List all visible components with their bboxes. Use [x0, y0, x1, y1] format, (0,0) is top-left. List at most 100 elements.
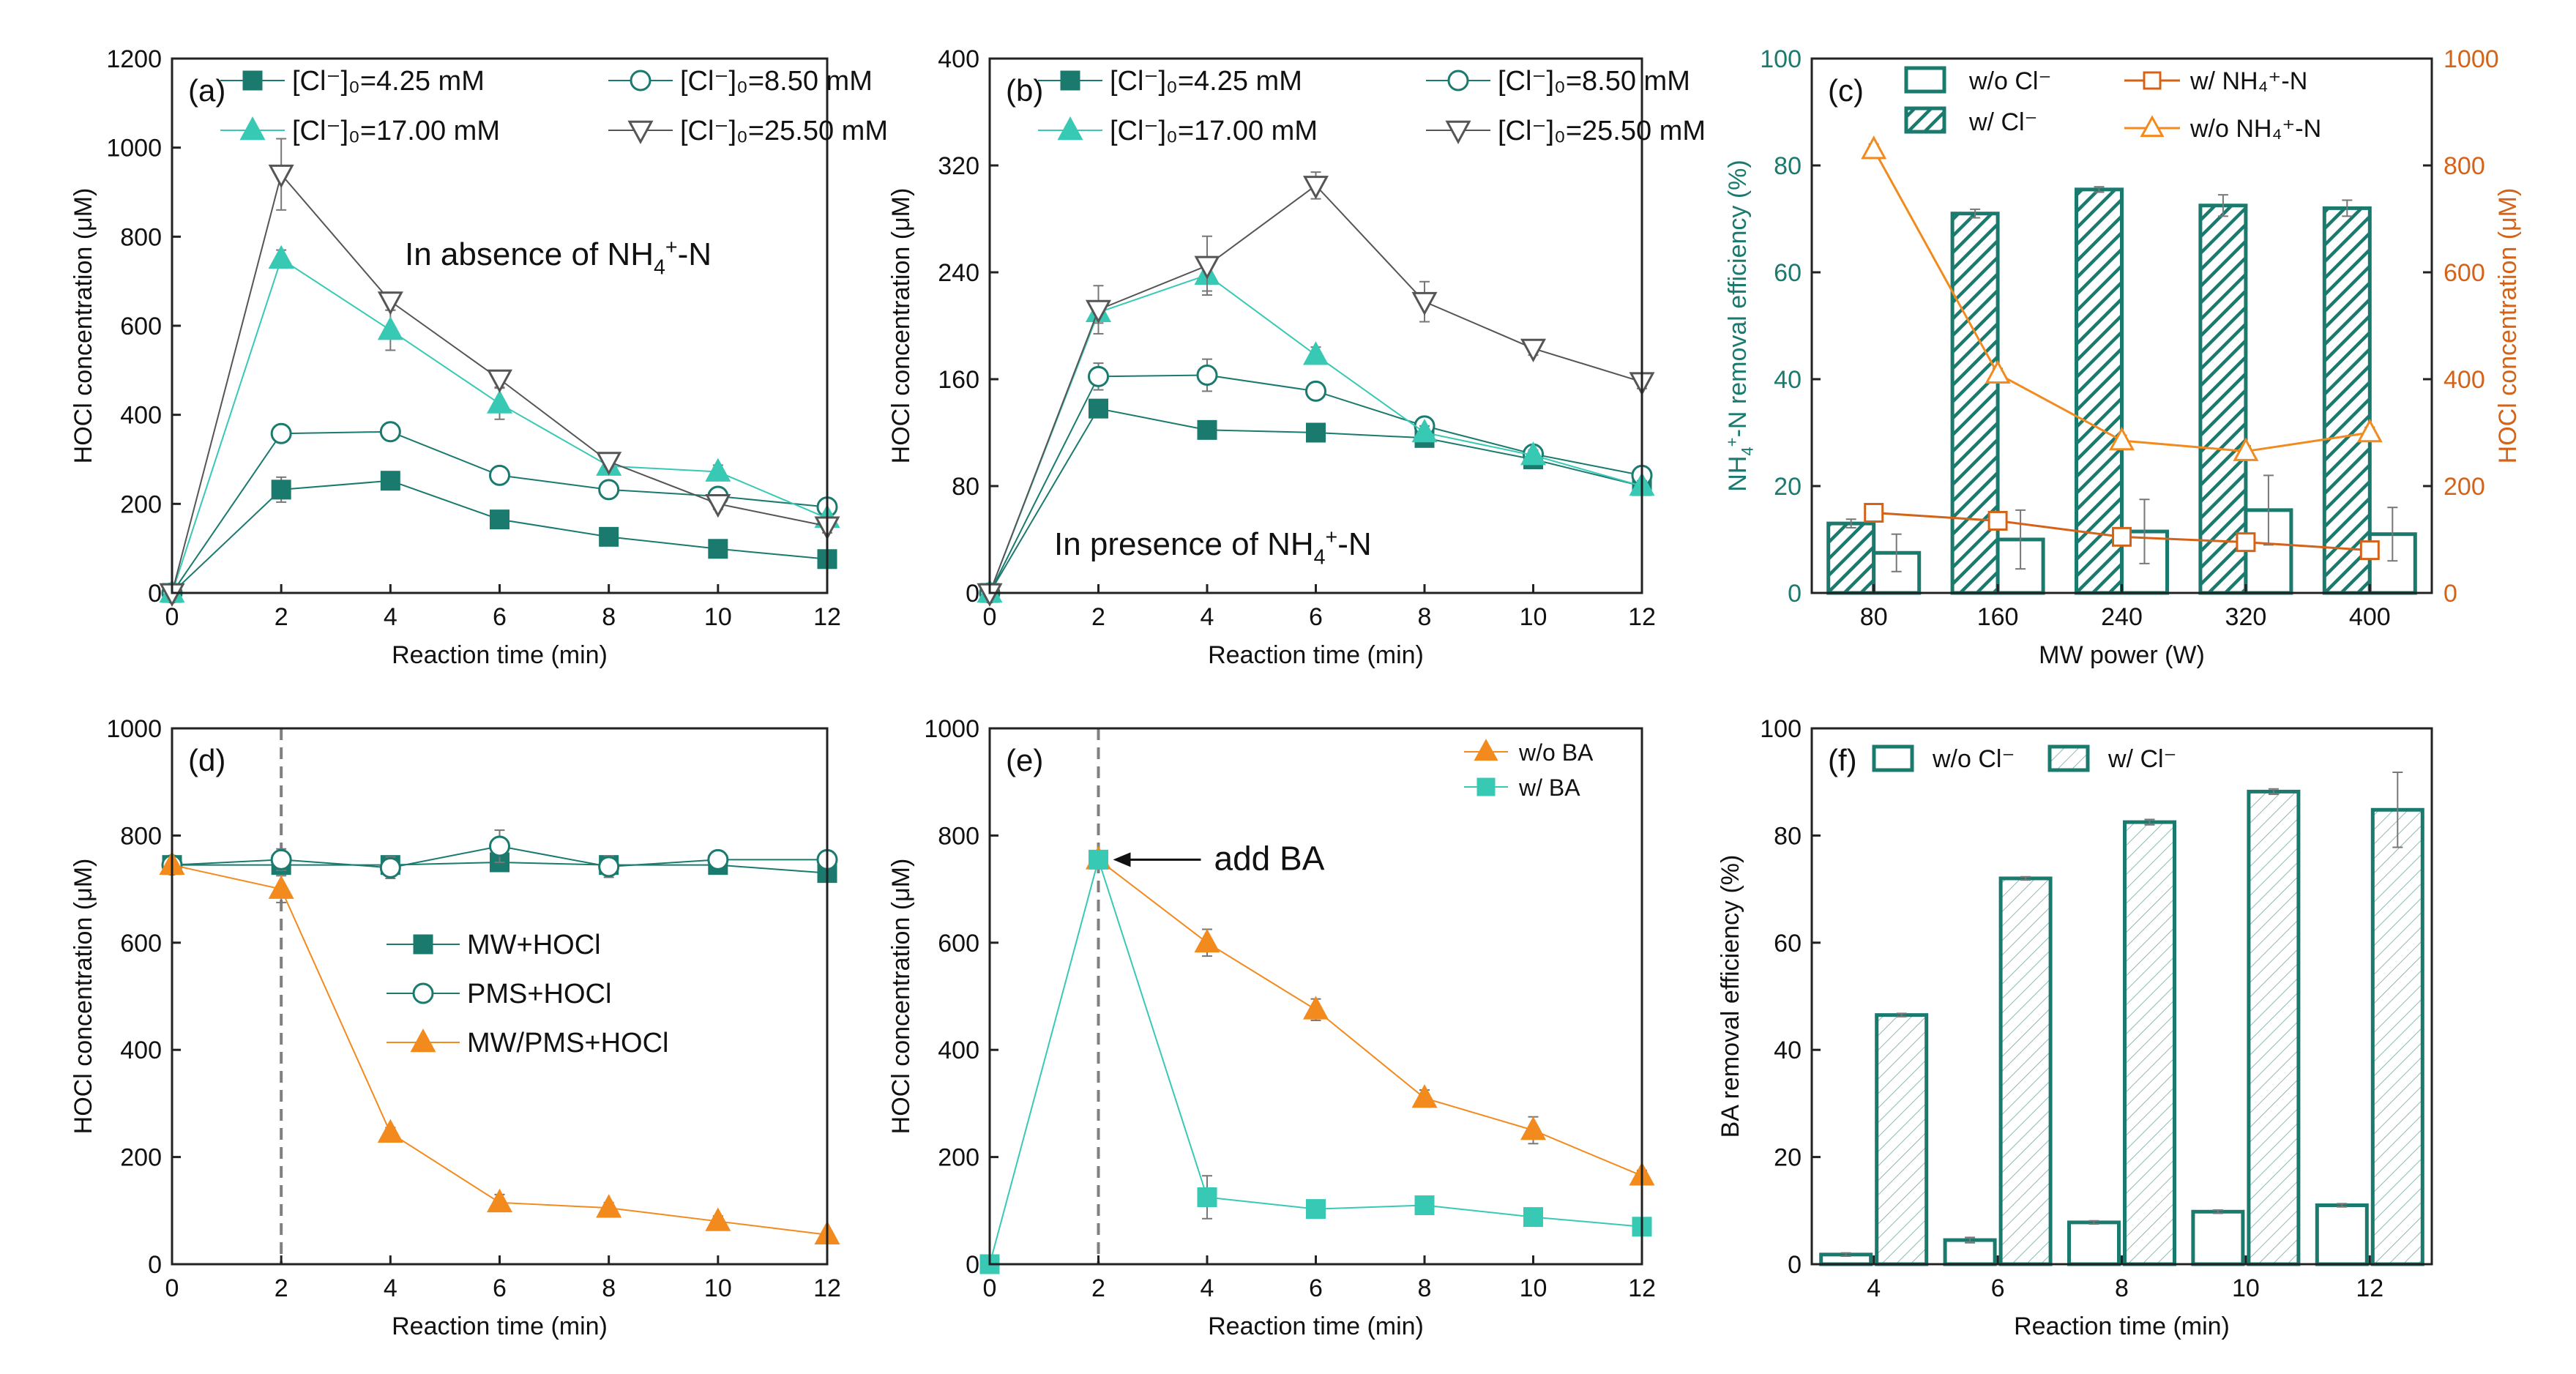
y-tick-label: 600 [938, 930, 979, 957]
panel-b: 0 2 4 6 8 10 12 0 80 160 240 320 400 Reaction time (m… [887, 45, 1706, 669]
data-point [1985, 359, 2011, 384]
data-point [489, 464, 510, 486]
y-axis-title-left-sup: + [1722, 437, 1741, 447]
y-axis-title-left-tail: -N removal efficiency (%) [1724, 160, 1752, 437]
data-point [1861, 135, 1887, 160]
series-1 [979, 849, 1652, 1274]
data-point [377, 316, 403, 340]
annotation-sub: 4 [654, 255, 665, 279]
series-line [171, 258, 828, 594]
y-tick-label: 40 [1774, 366, 1802, 394]
x-tick-label: 6 [493, 1274, 507, 1302]
y-axis-title: HOCl concentration (μM) [70, 188, 97, 464]
y-tick-label: 100 [1760, 715, 1802, 743]
data-point [705, 458, 731, 482]
y-axis-title-right: HOCl concentration (μM) [2494, 188, 2522, 464]
x-tick-label: 12 [813, 1274, 841, 1302]
data-point [1085, 299, 1112, 324]
x-tick-label: 0 [983, 603, 997, 631]
data-point [1523, 1207, 1543, 1228]
x-axis-title: Reaction time (min) [392, 641, 608, 669]
data-point [707, 848, 729, 870]
x-tick-label: 12 [813, 603, 841, 631]
y-tick-label: 0 [966, 1251, 979, 1279]
legend-label: MW/PMS+HOCl [467, 1028, 669, 1058]
legend-label: [Cl⁻]₀=17.00 mM [292, 116, 500, 146]
data-point [1306, 422, 1326, 443]
x-tick-label: 8 [1418, 603, 1432, 631]
data-point [270, 848, 292, 870]
panel-label: (e) [1006, 743, 1043, 777]
data-point [1194, 928, 1220, 953]
data-point [1414, 1195, 1435, 1215]
y-tick-label: 800 [120, 822, 162, 850]
legend-swatch-hatched [1904, 106, 1946, 134]
x-tick-label: 6 [1991, 1274, 2005, 1302]
annotation-sub: 4 [1314, 545, 1326, 569]
y-tick-label: 240 [938, 259, 979, 287]
panel-label: (b) [1006, 73, 1043, 108]
y-tick-label: 20 [1774, 473, 1802, 501]
y-axis-title: HOCl concentration (μM) [887, 188, 915, 464]
panel-e: 0 2 4 6 8 10 12 0 200 400 600 800 1000 Reaction time … [887, 715, 1656, 1340]
x-tick-label: 4 [384, 603, 397, 631]
panel-label: (c) [1828, 73, 1864, 108]
legend-label: [Cl⁻]₀=8.50 mM [1498, 66, 1690, 97]
bar [1875, 1013, 1929, 1266]
legend-label: [Cl⁻]₀=8.50 mM [680, 66, 873, 97]
bar [2247, 789, 2301, 1266]
bar [1950, 212, 2000, 595]
panel-a: 0 2 4 6 8 10 12 0 200 400 600 800 1000 1200 Reaction t… [70, 45, 888, 669]
y-tick-label-right: 200 [2444, 473, 2485, 501]
data-point [705, 494, 731, 518]
x-tick-label: 2 [1091, 603, 1105, 631]
data-point [1411, 419, 1438, 443]
legend-marker [1057, 116, 1083, 141]
data-point [598, 479, 620, 501]
data-point [1088, 365, 1109, 387]
bar [1826, 521, 1876, 595]
line-series-0 [1864, 503, 2380, 561]
data-point [380, 471, 400, 491]
data-point [2108, 427, 2135, 451]
x-tick-label: 12 [2356, 1274, 2383, 1302]
data-point [2236, 532, 2256, 553]
data-point [596, 1194, 622, 1218]
y-tick-label: 600 [120, 930, 162, 957]
panel-f: 4 6 8 10 12 0 20 40 60 80 100 Reaction time (min) BA… [1717, 715, 2433, 1340]
data-point [2112, 526, 2132, 547]
bar [2198, 204, 2248, 595]
legend-marker [412, 982, 434, 1004]
legend-label: [Cl⁻]₀=25.50 mM [1498, 116, 1706, 146]
y-tick-label: 60 [1774, 930, 1802, 957]
series-3 [159, 138, 840, 607]
y-axis-title: HOCl concentration (μM) [887, 859, 915, 1135]
data-point [1302, 341, 1329, 365]
data-point [379, 856, 401, 878]
data-point [1089, 398, 1108, 419]
x-tick-label: 240 [2101, 603, 2143, 631]
data-point [1520, 1116, 1547, 1140]
data-point [1306, 1199, 1326, 1220]
x-tick-label: 6 [1309, 1274, 1323, 1302]
y-tick-label: 200 [938, 1144, 979, 1172]
legend-marker [1060, 70, 1080, 91]
data-point [2359, 540, 2380, 561]
y-tick-label: 320 [938, 152, 979, 180]
x-tick-label: 10 [2232, 1274, 2260, 1302]
bar [2315, 1203, 2369, 1266]
bar [2322, 206, 2372, 595]
data-point [1520, 441, 1547, 466]
panel-label: (d) [188, 743, 225, 777]
x-tick-label: 6 [493, 603, 507, 631]
x-axis-title: Reaction time (min) [392, 1313, 608, 1340]
data-point [1196, 365, 1218, 387]
data-point [708, 539, 728, 559]
x-tick-label: 160 [1977, 603, 2019, 631]
y-tick-label-right: 400 [2444, 366, 2485, 394]
y-tick-label: 60 [1774, 259, 1802, 287]
x-tick-label: 0 [165, 603, 179, 631]
annotation-tail: -N [678, 236, 712, 272]
y-tick-label: 400 [938, 1037, 979, 1064]
data-point [2356, 419, 2383, 443]
